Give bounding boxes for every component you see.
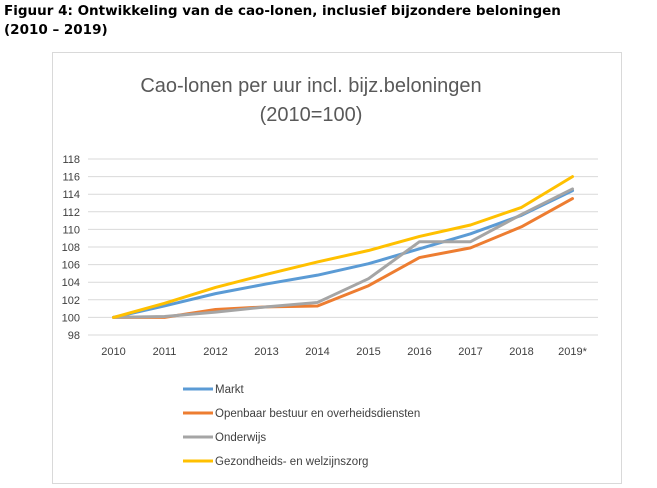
y-tick-label: 118 — [62, 154, 80, 166]
figure-title-line1: Figuur 4: Ontwikkeling van de cao-lonen,… — [4, 3, 561, 19]
figure-title-line2: (2010 – 2019) — [4, 22, 108, 38]
legend-label: Gezondheids- en welzijnszorg — [215, 456, 368, 468]
x-tick-label: 2016 — [407, 346, 431, 358]
y-tick-label: 100 — [62, 312, 80, 324]
legend: Markt Openbaar bestuur en overheidsdienst… — [183, 384, 420, 468]
x-tick-label: 2013 — [254, 346, 278, 358]
y-tick-label: 114 — [62, 189, 80, 201]
x-tick-label: 2012 — [203, 346, 227, 358]
series-lines — [112, 175, 574, 319]
x-tick-label: 2017 — [458, 346, 482, 358]
series-line — [112, 187, 574, 319]
y-tick-label: 116 — [62, 172, 80, 184]
chart-subtitle: (2010=100) — [260, 104, 363, 126]
line-chart: Cao-lonen per uur incl. bijz.beloningen … — [62, 75, 598, 468]
x-tick-label: 2015 — [356, 346, 380, 358]
legend-label: Onderwijs — [215, 432, 266, 444]
chart-title: Cao-lonen per uur incl. bijz.beloningen — [140, 75, 481, 97]
y-tick-label: 110 — [62, 224, 80, 236]
chart-frame: Cao-lonen per uur incl. bijz.beloningen … — [52, 52, 622, 484]
legend-label: Markt — [215, 384, 245, 396]
x-axis-ticks: 2010 2011 2012 2013 2014 2015 2016 2017 2018 2019… — [101, 346, 587, 358]
y-tick-label: 106 — [62, 260, 80, 272]
x-tick-label: 2019* — [558, 346, 587, 358]
y-tick-label: 108 — [62, 242, 80, 254]
legend-label: Openbaar bestuur en overheidsdiensten — [215, 408, 420, 420]
x-tick-label: 2011 — [153, 346, 177, 358]
y-tick-label: 104 — [62, 277, 80, 289]
gridlines — [88, 158, 598, 336]
series-line — [112, 175, 574, 319]
x-tick-label: 2010 — [101, 346, 125, 358]
x-tick-label: 2018 — [509, 346, 533, 358]
y-tick-label: 98 — [68, 330, 80, 342]
x-tick-label: 2014 — [305, 346, 329, 358]
figure-title: Figuur 4: Ontwikkeling van de cao-lonen,… — [4, 2, 654, 40]
y-tick-label: 102 — [62, 295, 80, 307]
y-tick-label: 112 — [62, 207, 80, 219]
series-line — [112, 189, 574, 319]
y-axis-ticks: 98 100 102 104 106 108 110 112 114 116 118 — [62, 154, 80, 342]
